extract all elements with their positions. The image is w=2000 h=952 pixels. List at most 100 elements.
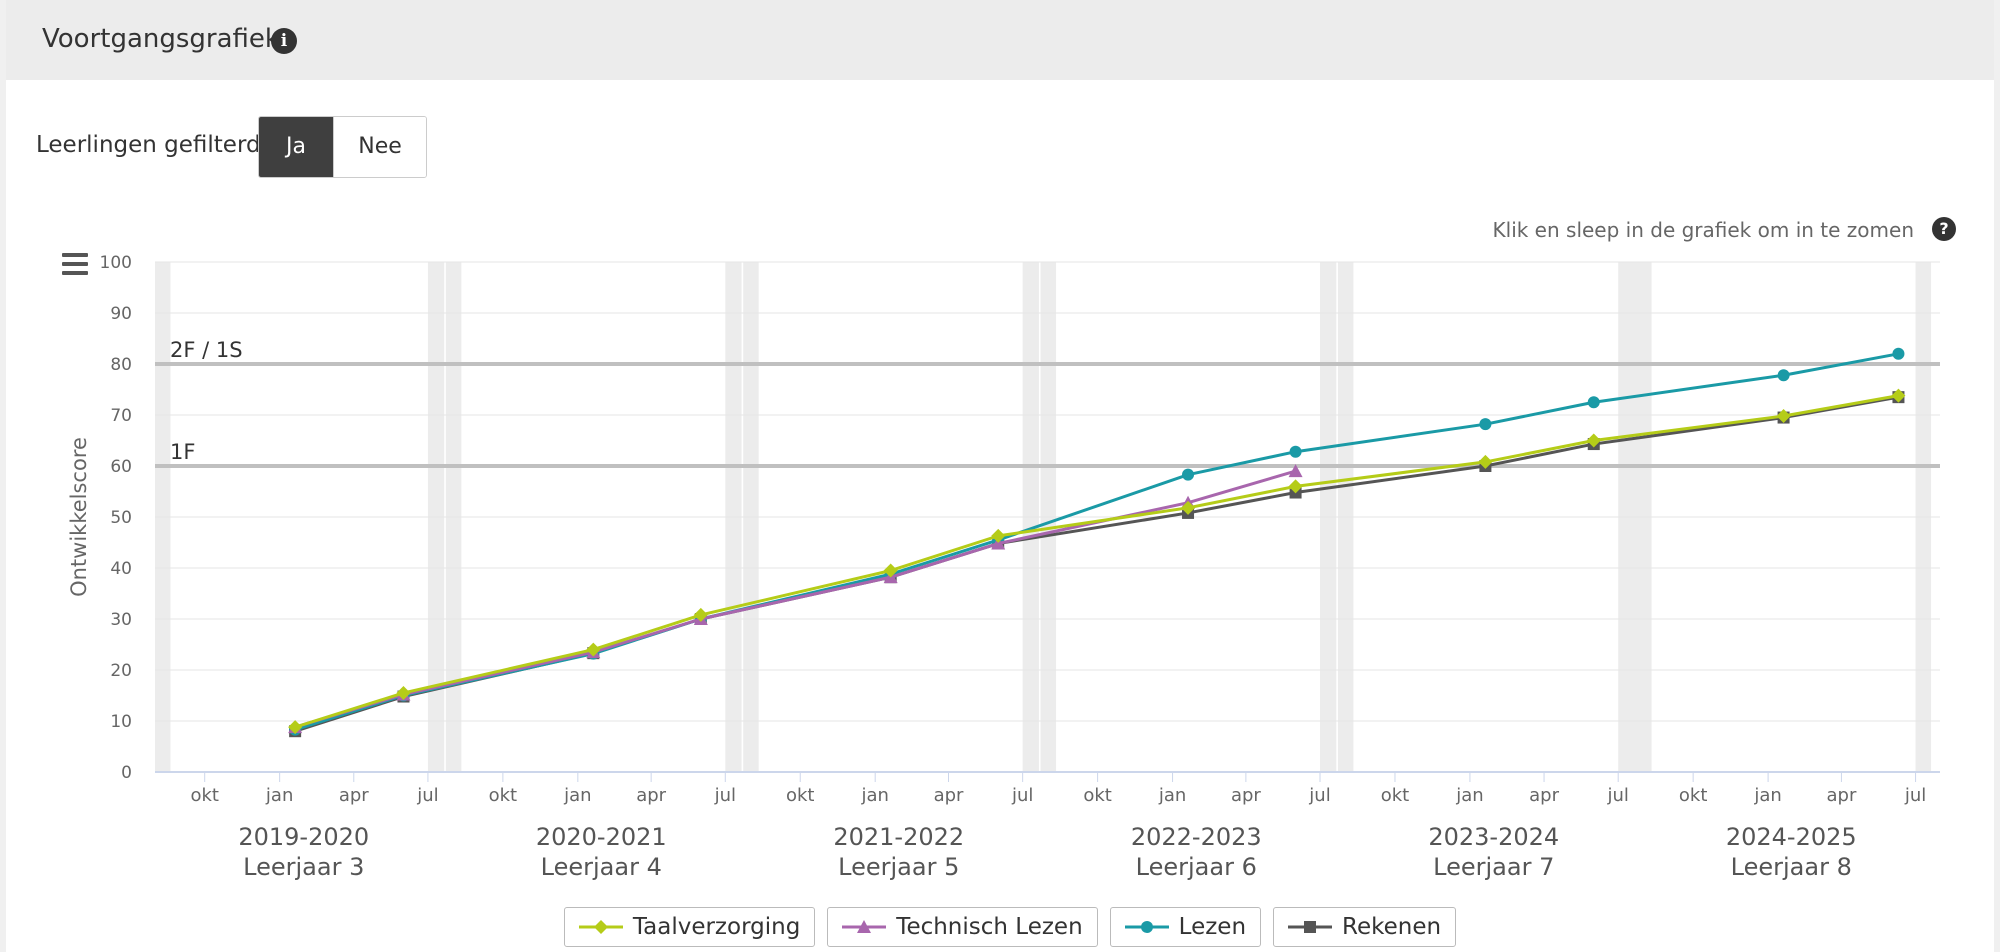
data-point — [288, 720, 303, 735]
x-tick-label: jan — [563, 785, 591, 806]
x-tick-label: apr — [636, 785, 666, 806]
legend-label: Taalverzorging — [632, 914, 801, 940]
school-year-label: 2019-2020 — [238, 823, 369, 851]
x-tick-label: okt — [1381, 785, 1410, 806]
x-tick-label: apr — [1826, 785, 1856, 806]
x-tick-label: okt — [190, 785, 219, 806]
legend-symbol — [842, 920, 887, 933]
data-point — [1891, 388, 1906, 403]
series-line — [294, 395, 1899, 733]
filter-label: Leerlingen gefilterd: — [36, 132, 269, 158]
chart-menu-icon[interactable] — [62, 253, 88, 275]
zoom-hint: Klik en sleep in de grafiek om in te zom… — [1492, 218, 1914, 242]
school-year-label: 2022-2023 — [1131, 823, 1262, 851]
data-point — [883, 563, 898, 578]
legend-symbol — [1124, 921, 1169, 933]
filter-toggle: Ja Nee — [258, 116, 427, 178]
data-point — [1288, 464, 1303, 478]
legend-item-technisch-lezen[interactable]: Technisch Lezen — [827, 907, 1098, 947]
x-tick-label: apr — [339, 785, 369, 806]
school-year-label: 2023-2024 — [1428, 823, 1559, 851]
panel-header: Voortgangsgrafiek i — [6, 0, 1994, 80]
x-tick-label: apr — [1529, 785, 1559, 806]
grade-label: Leerjaar 8 — [1731, 853, 1852, 881]
y-tick-label: 40 — [110, 559, 132, 579]
legend-marker — [593, 920, 608, 934]
x-tick-label: okt — [1083, 785, 1112, 806]
x-tick-label: jul — [1011, 785, 1033, 806]
grade-label: Leerjaar 7 — [1433, 853, 1554, 881]
series-taalverzorging — [288, 388, 1906, 735]
series-line — [294, 469, 1296, 729]
data-point — [1182, 468, 1195, 481]
school-year-label: 2020-2021 — [536, 823, 667, 851]
chart-legend: Taalverzorging Technisch Lezen Lezen Rekene… — [0, 907, 2000, 947]
data-point — [1587, 396, 1600, 409]
x-tick-label: jul — [1308, 785, 1330, 806]
x-tick-label: okt — [489, 785, 518, 806]
reference-line-label: 2F / 1S — [170, 338, 243, 362]
x-tick-label: jan — [1753, 785, 1781, 806]
progress-chart[interactable]: 0 10 20 30 40 50 60 70 80 90 100 okt jan apr jul okt jan… — [0, 0, 2000, 905]
info-icon[interactable]: i — [271, 28, 297, 54]
grade-label: Leerjaar 4 — [541, 853, 662, 881]
legend-marker — [1304, 921, 1317, 933]
grade-label: Leerjaar 3 — [243, 853, 364, 881]
data-point — [1776, 409, 1791, 424]
data-point — [586, 642, 601, 657]
x-tick-label: okt — [786, 785, 815, 806]
y-tick-label: 70 — [110, 406, 132, 426]
y-tick-label: 100 — [100, 253, 132, 273]
x-tick-label: jan — [1158, 785, 1186, 806]
series-line — [294, 394, 1899, 729]
grade-label: Leerjaar 6 — [1136, 853, 1257, 881]
x-tick-label: jan — [1455, 785, 1483, 806]
y-axis-title: Ontwikkelscore — [67, 437, 91, 597]
filter-option-nee[interactable]: Nee — [333, 117, 426, 177]
help-icon[interactable]: ? — [1932, 217, 1956, 241]
x-tick-label: jul — [714, 785, 736, 806]
legend-symbol — [1288, 921, 1333, 933]
legend-label: Lezen — [1178, 914, 1247, 940]
panel-title: Voortgangsgrafiek — [42, 24, 280, 54]
grade-label: Leerjaar 5 — [838, 853, 959, 881]
series-rekenen — [289, 391, 1905, 738]
y-tick-label: 60 — [110, 457, 132, 477]
legend-item-taalverzorging[interactable]: Taalverzorging — [563, 907, 816, 947]
legend-label: Technisch Lezen — [896, 914, 1083, 940]
data-point — [1479, 418, 1492, 431]
data-point — [1777, 369, 1790, 382]
y-tick-label: 30 — [110, 610, 132, 630]
legend-item-rekenen[interactable]: Rekenen — [1273, 907, 1457, 947]
data-point — [1586, 433, 1601, 448]
data-point — [1181, 500, 1196, 515]
x-tick-label: jul — [1904, 785, 1926, 806]
x-tick-label: jul — [1606, 785, 1628, 806]
data-point — [396, 685, 411, 700]
data-point — [1288, 479, 1303, 494]
x-tick-label: jan — [860, 785, 888, 806]
x-tick-label: jul — [416, 785, 438, 806]
legend-marker — [1140, 921, 1153, 933]
series-line — [294, 352, 1899, 732]
school-year-label: 2024-2025 — [1726, 823, 1857, 851]
legend-item-lezen[interactable]: Lezen — [1109, 907, 1262, 947]
legend-marker — [857, 920, 872, 933]
data-point — [1892, 347, 1905, 360]
x-tick-label: apr — [1231, 785, 1261, 806]
y-tick-label: 80 — [110, 355, 132, 375]
legend-symbol — [578, 920, 623, 934]
school-year-label: 2021-2022 — [833, 823, 964, 851]
y-tick-label: 0 — [121, 763, 132, 783]
y-tick-label: 20 — [110, 661, 132, 681]
x-tick-label: jan — [265, 785, 293, 806]
y-tick-label: 50 — [110, 508, 132, 528]
series-lezen — [289, 347, 1905, 736]
reference-line-label: 1F — [170, 440, 195, 464]
x-tick-label: apr — [934, 785, 964, 806]
data-point — [1289, 445, 1302, 458]
data-point — [693, 607, 708, 622]
y-tick-label: 10 — [110, 712, 132, 732]
y-tick-label: 90 — [110, 304, 132, 324]
filter-option-ja[interactable]: Ja — [259, 117, 333, 177]
